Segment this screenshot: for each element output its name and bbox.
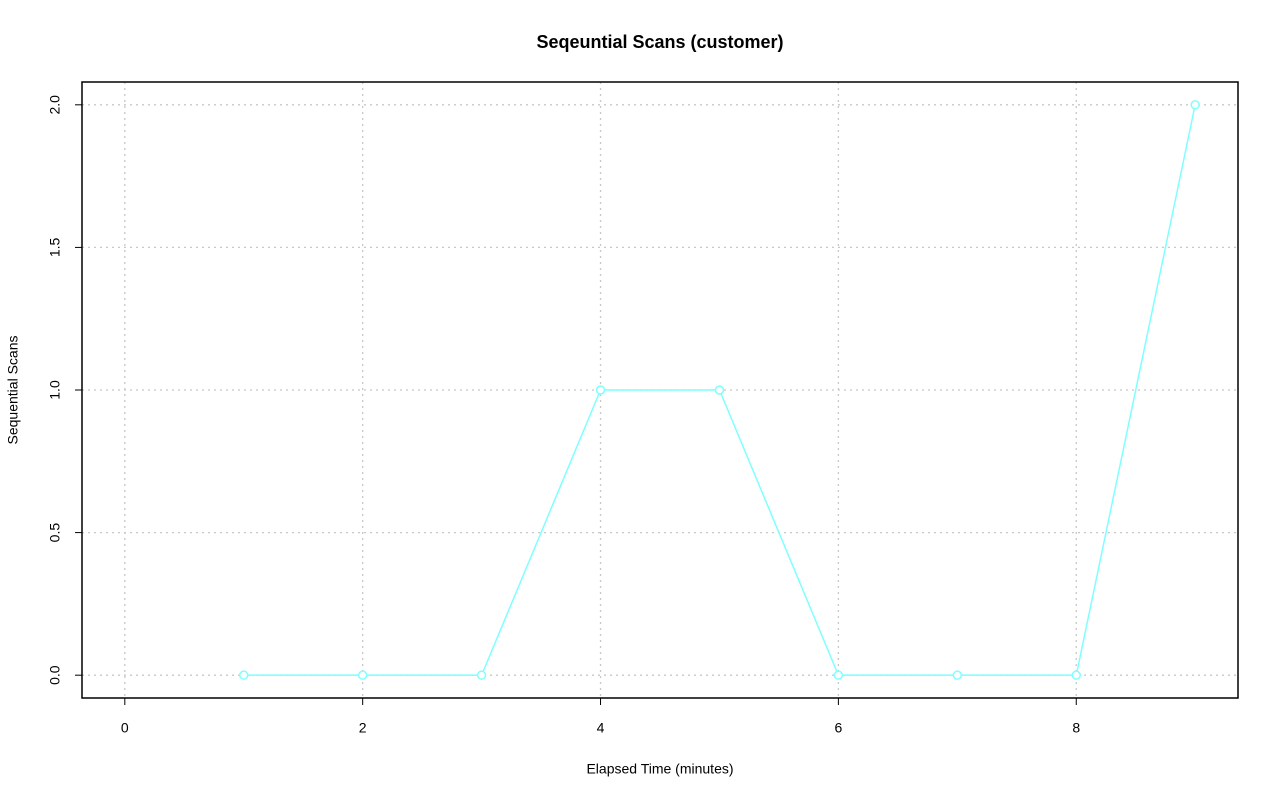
y-tick-label: 2.0	[47, 95, 63, 115]
x-tick-label: 0	[121, 720, 129, 736]
y-axis-label: Sequential Scans	[5, 336, 21, 445]
x-tick-label: 4	[597, 720, 605, 736]
x-tick-label: 8	[1072, 720, 1080, 736]
x-tick-label: 6	[834, 720, 842, 736]
data-point	[238, 670, 249, 680]
data-point	[476, 670, 487, 680]
y-tick-label: 0.5	[47, 523, 63, 543]
x-axis-label: Elapsed Time (minutes)	[586, 761, 733, 777]
plot-frame	[81, 81, 1239, 699]
y-tick-label: 0.0	[47, 665, 63, 685]
chart-title: Seqeuntial Scans (customer)	[536, 32, 783, 52]
data-point	[833, 670, 844, 680]
data-point	[1071, 670, 1082, 680]
data-point	[595, 385, 606, 395]
y-tick-label: 1.5	[47, 237, 63, 257]
data-point	[714, 385, 725, 395]
y-tick-label: 1.0	[47, 380, 63, 400]
data-point	[952, 670, 963, 680]
data-point	[1190, 100, 1200, 110]
data-point	[357, 670, 368, 680]
x-tick-label: 2	[359, 720, 367, 736]
